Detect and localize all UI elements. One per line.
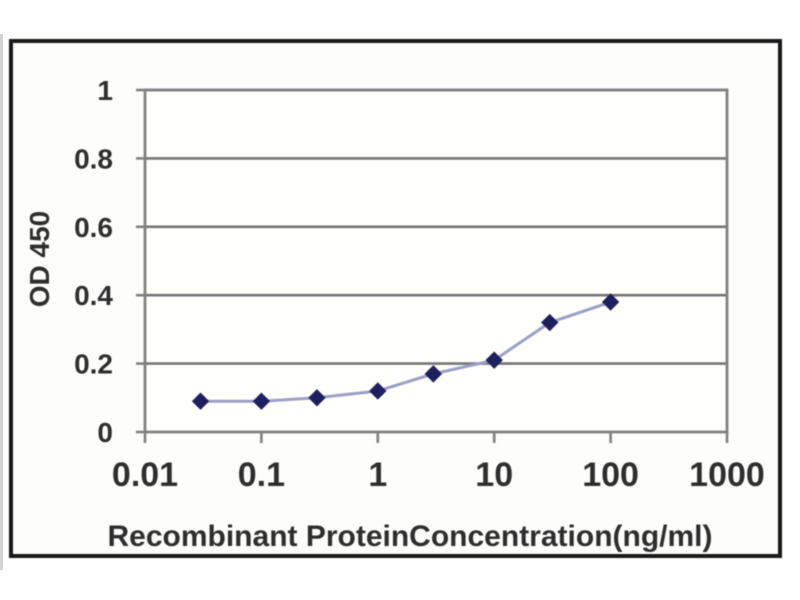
x-axis-title: Recombinant ProteinConcentration(ng/ml) [107, 520, 713, 553]
series-line [200, 300, 612, 403]
plot-frame [143, 88, 729, 434]
y-tick-label: 1 [97, 75, 113, 106]
data-point-marker [252, 392, 271, 410]
data-point-marker [485, 351, 503, 369]
data-point-marker [601, 293, 620, 311]
x-tick-label: 0.1 [238, 456, 285, 494]
data-point-marker [308, 389, 326, 407]
x-tick-label: 1000 [689, 456, 765, 494]
y-tick-label: 0.4 [74, 280, 113, 311]
y-tick-label: 0.8 [74, 143, 113, 174]
y-tick-label: 0.2 [74, 349, 113, 380]
x-tick-label: 1 [368, 456, 387, 494]
image-edge-artifact [0, 34, 3, 570]
x-tick-label: 0.01 [112, 456, 178, 494]
data-point-marker [541, 313, 559, 332]
y-tick-label: 0.6 [74, 212, 113, 243]
data-point-marker [424, 365, 443, 383]
x-tick-label: 100 [582, 456, 639, 494]
data-point-marker [191, 392, 210, 410]
data-point-marker [369, 382, 387, 400]
y-axis-title: OD 450 [24, 210, 55, 308]
x-tick-label: 10 [475, 456, 513, 494]
y-tick-label: 0 [97, 417, 113, 448]
plot-background [145, 90, 727, 432]
